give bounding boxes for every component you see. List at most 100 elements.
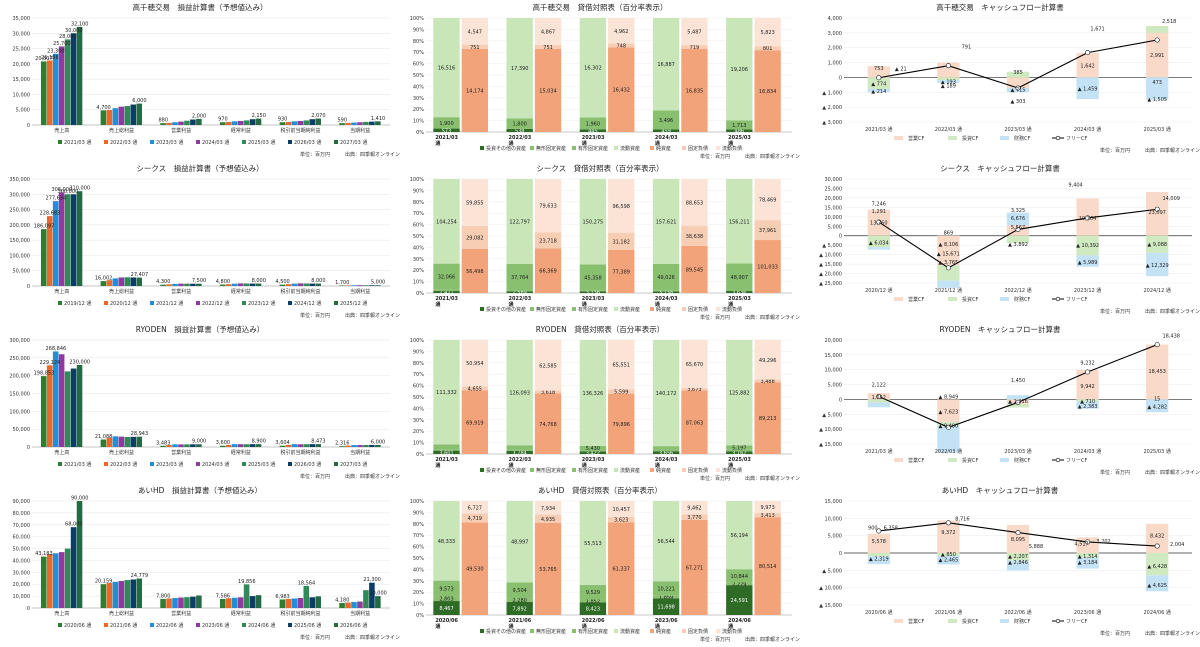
legend-swatch bbox=[1000, 619, 1009, 623]
bar-ai-s1-c3 bbox=[225, 598, 232, 608]
bar-takachiho-s0-c4 bbox=[279, 122, 286, 125]
data-label: 140,172 bbox=[656, 391, 677, 397]
x-tick-label: 通 bbox=[435, 140, 440, 147]
y-tick-label: 30% bbox=[413, 96, 424, 102]
x-tick-label: 2022/03 通 bbox=[935, 126, 962, 133]
data-label: 24,779 bbox=[131, 573, 149, 579]
bar-sixxs-s1-c0 bbox=[46, 216, 53, 286]
bar-sixxs-s6-c3 bbox=[255, 283, 262, 286]
data-label: 3,496 bbox=[659, 118, 673, 124]
y-tick-label: 10,000 bbox=[825, 215, 843, 221]
asset-seg-sixxs-0-1 bbox=[433, 289, 460, 292]
data-label: 9,573 bbox=[439, 587, 453, 593]
legend-label: 投資CF bbox=[962, 296, 978, 303]
data-label: 21,300 bbox=[363, 577, 381, 583]
x-tick-label: 経常利益 bbox=[231, 449, 251, 456]
x-tick-label: 2020/06 bbox=[435, 618, 458, 624]
bar-takachiho-s0-c0 bbox=[40, 61, 47, 125]
data-label: 18,564 bbox=[298, 580, 316, 586]
y-tick-label: ▲ 15,000 bbox=[819, 442, 842, 448]
legend-swatch bbox=[104, 462, 108, 466]
legend-label: 流動資産 bbox=[620, 628, 640, 635]
data-label: 45,358 bbox=[584, 275, 602, 281]
legend-label: 流動負債 bbox=[722, 467, 742, 474]
legend-swatch bbox=[894, 297, 903, 301]
data-label: 2,803 bbox=[439, 597, 453, 603]
asset-seg-takachiho-3-2 bbox=[652, 18, 680, 111]
bar-sixxs-s3-c1 bbox=[118, 277, 125, 286]
data-label: 16,516 bbox=[438, 66, 456, 72]
data-label: 126,093 bbox=[509, 391, 530, 397]
x-tick-label: 税引前当期純利益 bbox=[280, 127, 320, 134]
liab-seg-ryoden-0-0 bbox=[461, 390, 489, 454]
liab-seg-ryoden-4-1 bbox=[754, 379, 781, 383]
pl-panel-ai: あいHD 損益計算書（予想値込み） 0 10,000 20,000 30,000 40,0… bbox=[0, 483, 401, 644]
legend-swatch bbox=[334, 140, 338, 144]
legend-label: 2024/12 通 bbox=[294, 300, 321, 307]
bar-ryoden-s6-c0 bbox=[76, 364, 83, 447]
data-label: 791 bbox=[962, 45, 972, 51]
free-cf-point bbox=[876, 528, 882, 534]
y-tick-label: 5,000 bbox=[828, 224, 842, 230]
source-note: 出典：四季報オンライン bbox=[345, 634, 400, 641]
data-label: ▲ 8,106 bbox=[939, 242, 959, 248]
bar-sixxs-s5-c4 bbox=[309, 283, 316, 286]
y-tick-label: ▲ 3,000 bbox=[822, 120, 842, 126]
liab-seg-sixxs-3-1 bbox=[681, 225, 708, 246]
x-tick-label: 2021/03 bbox=[435, 296, 458, 302]
y-tick-label: 50% bbox=[413, 556, 424, 562]
asset-seg-sixxs-3-2 bbox=[652, 263, 680, 291]
legend-label: 財務CF bbox=[1014, 296, 1030, 303]
asset-seg-ai-0-3 bbox=[433, 501, 460, 581]
asset-seg-ai-1-3 bbox=[506, 501, 533, 583]
y-tick-label: 15,000 bbox=[825, 205, 843, 211]
y-tick-label: 80% bbox=[413, 200, 424, 206]
bar-ryoden-s4-c1 bbox=[124, 437, 131, 447]
bar-takachiho-s4-c1 bbox=[124, 106, 131, 125]
x-tick-label: 2023/06 通 bbox=[1074, 609, 1101, 616]
legend-swatch bbox=[196, 623, 200, 627]
cf-bar-investing-ryoden-2 bbox=[1006, 403, 1030, 408]
data-label: 7,934 bbox=[541, 506, 555, 512]
cf-bar-investing-ai-0 bbox=[867, 553, 890, 557]
asset-seg-takachiho-0-1 bbox=[433, 117, 460, 129]
asset-seg-ryoden-0-1 bbox=[433, 449, 460, 451]
x-tick-label: 2023/03 通 bbox=[1004, 448, 1031, 455]
unit-note: 単位：百万円 bbox=[700, 475, 730, 482]
bar-ai-s2-c3 bbox=[231, 597, 238, 608]
bar-ryoden-s2-c2 bbox=[172, 444, 178, 447]
data-label: 2,279 bbox=[732, 582, 746, 588]
data-label: 3,202 bbox=[1096, 539, 1110, 545]
liab-seg-sixxs-2-0 bbox=[608, 249, 635, 293]
bar-takachiho-s1-c4 bbox=[285, 121, 292, 125]
x-tick-label: 売上高 bbox=[54, 127, 69, 134]
x-tick-label: 経常利益 bbox=[231, 127, 251, 134]
x-tick-label: 通 bbox=[655, 140, 660, 147]
data-label: 14,009 bbox=[1162, 196, 1180, 202]
bar-sixxs-s1-c1 bbox=[106, 280, 113, 286]
data-label: 1,291 bbox=[872, 209, 886, 215]
data-label: 49,026 bbox=[657, 275, 675, 281]
x-tick-label: 通 bbox=[728, 462, 733, 469]
legend-swatch bbox=[334, 301, 338, 305]
data-label: ▲ 2,319 bbox=[869, 557, 889, 563]
liab-seg-ai-4-2 bbox=[754, 501, 781, 514]
data-label: 3,413 bbox=[760, 513, 774, 519]
x-tick-label: 2024/03 bbox=[655, 457, 678, 463]
asset-seg-takachiho-1-2 bbox=[506, 18, 533, 119]
bar-ai-s0-c2 bbox=[160, 598, 166, 608]
bar-takachiho-s3-c3 bbox=[237, 121, 244, 125]
x-tick-label: 通 bbox=[509, 140, 514, 147]
data-label: 719 bbox=[690, 45, 700, 51]
chart-title: RYODEN 損益計算書（予想値込み） bbox=[136, 324, 264, 334]
legend-swatch bbox=[288, 462, 292, 466]
asset-seg-ai-1-0 bbox=[506, 601, 533, 615]
legend-label: 2019/12 通 bbox=[64, 300, 91, 307]
free-cf-point bbox=[1015, 85, 1021, 91]
legend-swatch bbox=[1055, 457, 1061, 463]
data-label: 300,000 bbox=[57, 189, 78, 195]
y-tick-label: 0% bbox=[416, 130, 424, 136]
data-label: 15,034 bbox=[539, 89, 557, 95]
data-label: 59,855 bbox=[466, 200, 484, 206]
asset-seg-ryoden-1-0 bbox=[506, 450, 533, 454]
